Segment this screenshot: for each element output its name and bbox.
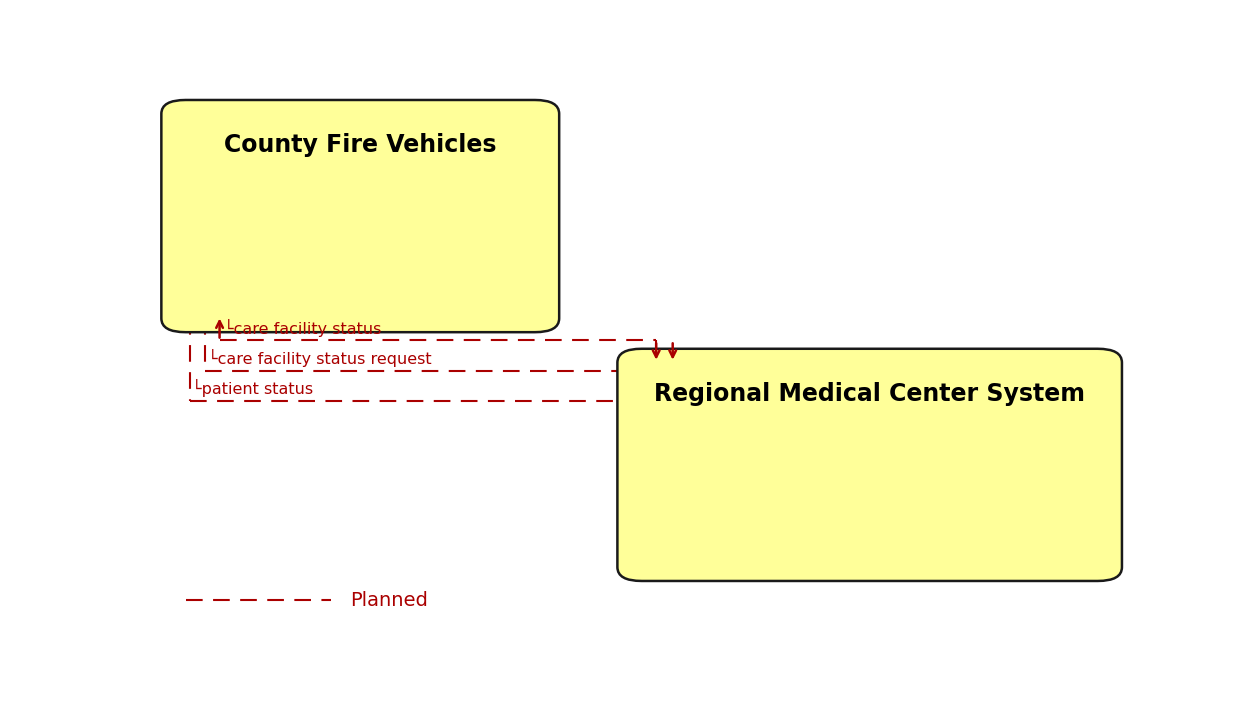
Text: County Fire Vehicles: County Fire Vehicles: [224, 133, 497, 157]
FancyBboxPatch shape: [617, 349, 1122, 581]
Text: Regional Medical Center System: Regional Medical Center System: [655, 382, 1085, 406]
Text: Planned: Planned: [351, 591, 428, 610]
Text: └patient status: └patient status: [193, 379, 313, 398]
FancyBboxPatch shape: [162, 100, 560, 332]
Text: └care facility status request: └care facility status request: [208, 349, 432, 367]
Text: └care facility status: └care facility status: [224, 319, 382, 337]
